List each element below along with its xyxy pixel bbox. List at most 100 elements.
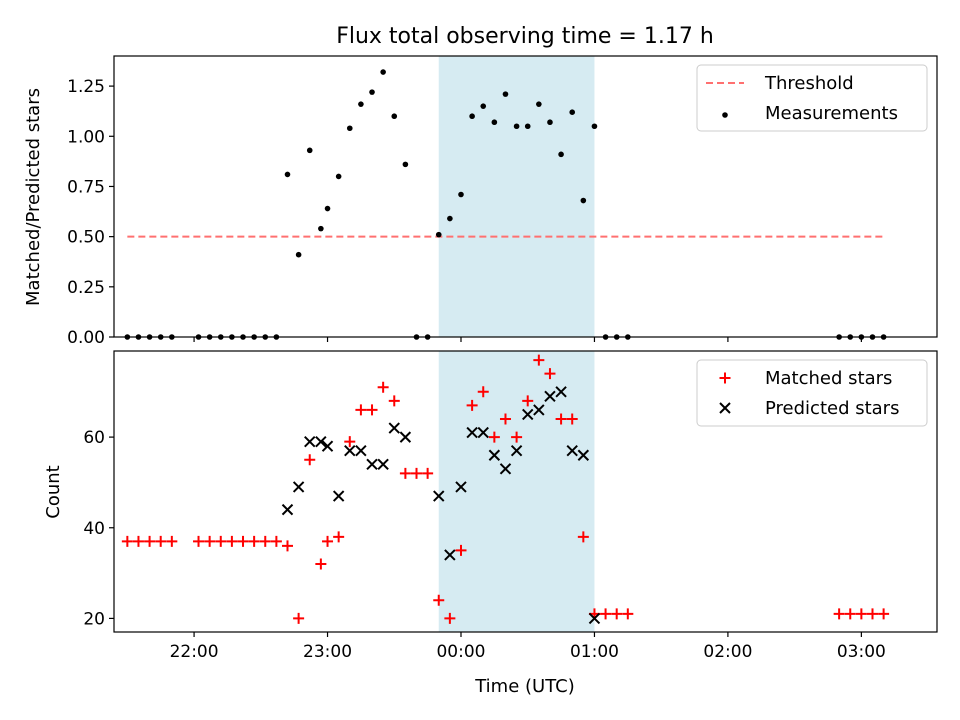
top-legend-box bbox=[696, 64, 928, 132]
top-measurements-point bbox=[580, 197, 587, 204]
bottom-matched-stars-point bbox=[533, 354, 545, 366]
top-legend-swatch bbox=[722, 112, 728, 118]
bottom-matched-stars-point bbox=[293, 612, 305, 624]
bottom-matched-stars-point bbox=[226, 535, 238, 547]
x-axis-label: Time (UTC) bbox=[474, 676, 575, 697]
top-measurements-point bbox=[480, 103, 487, 109]
bottom-matched-stars-point bbox=[355, 404, 367, 416]
bottom-matched-stars-point bbox=[155, 535, 167, 547]
top-measurements-point bbox=[380, 69, 386, 75]
bottom-matched-stars-point bbox=[237, 535, 249, 547]
bottom-predicted-stars-point bbox=[522, 408, 534, 421]
top-y-tick-label: 0.25 bbox=[67, 278, 105, 298]
bottom-matched-stars-point bbox=[193, 535, 205, 547]
bottom-matched-stars-point bbox=[477, 386, 489, 398]
bottom-matched-stars-point bbox=[544, 368, 556, 380]
bottom-matched-stars-point bbox=[166, 535, 178, 547]
top-axes-frame bbox=[113, 55, 938, 338]
bottom-matched-stars-point bbox=[622, 608, 634, 620]
bottom-matched-stars-point bbox=[132, 535, 144, 547]
top-measurements-point bbox=[358, 101, 364, 107]
bottom-matched-stars-point bbox=[259, 535, 271, 547]
top-measurements-point bbox=[458, 191, 464, 198]
top-y-axis-label: Matched/Predicted stars bbox=[23, 88, 44, 306]
top-measurements-point bbox=[391, 113, 398, 120]
top-measurements-point bbox=[558, 151, 564, 158]
top-measurements-point bbox=[569, 109, 576, 115]
top-measurements-point bbox=[513, 123, 520, 130]
bottom-predicted-stars-point bbox=[488, 449, 501, 461]
bottom-matched-stars-point bbox=[466, 399, 478, 411]
bottom-matched-stars-point bbox=[399, 467, 411, 479]
bottom-predicted-stars-point bbox=[455, 481, 467, 493]
bottom-predicted-stars-point bbox=[304, 435, 316, 448]
x-tick-label: 03:00 bbox=[837, 642, 886, 662]
bottom-legend-box bbox=[696, 359, 928, 427]
bottom-legend-label: Matched stars bbox=[765, 368, 892, 389]
bottom-predicted-stars-point bbox=[433, 490, 445, 502]
bottom-matched-stars-point bbox=[833, 608, 845, 620]
top-measurements-point bbox=[547, 119, 553, 126]
bottom-y-tick-label: 60 bbox=[83, 428, 105, 448]
bottom-matched-stars-point bbox=[333, 531, 345, 543]
bottom-matched-stars-point bbox=[555, 413, 567, 425]
bottom-matched-stars-point bbox=[577, 531, 589, 543]
bottom-matched-stars-point bbox=[878, 608, 890, 620]
bottom-matched-stars-point bbox=[455, 544, 467, 556]
bottom-predicted-stars-point bbox=[466, 426, 478, 439]
top-y-tick-label: 1.00 bbox=[67, 127, 105, 147]
top-measurements-point bbox=[306, 147, 313, 154]
bottom-matched-stars-point bbox=[344, 436, 356, 448]
bottom-predicted-stars-point bbox=[332, 490, 345, 502]
bottom-matched-stars-point bbox=[248, 535, 260, 547]
x-tick-label: 23:00 bbox=[303, 642, 352, 662]
top-y-tick-label: 0.75 bbox=[67, 177, 105, 197]
bottom-predicted-stars-point bbox=[344, 445, 356, 457]
top-measurements-point bbox=[335, 173, 342, 180]
bottom-predicted-stars-point bbox=[377, 458, 389, 471]
bottom-predicted-stars-point bbox=[321, 440, 334, 452]
bottom-predicted-stars-point bbox=[510, 445, 523, 457]
top-measurements-point bbox=[536, 101, 542, 107]
bottom-matched-stars-point bbox=[366, 404, 378, 416]
bottom-matched-stars-point bbox=[377, 381, 389, 393]
bottom-predicted-stars-point bbox=[499, 463, 512, 475]
top-measurements-point bbox=[346, 125, 353, 132]
bottom-matched-stars-point bbox=[566, 413, 578, 425]
bottom-matched-stars-point bbox=[522, 395, 534, 407]
top-measurements-point bbox=[591, 123, 598, 130]
bottom-legend-swatch bbox=[719, 402, 731, 414]
bottom-predicted-stars-point bbox=[577, 449, 590, 461]
bottom-matched-stars-point bbox=[433, 594, 445, 606]
top-plot: 0.00 0.25 0.50 0.75 1.00 1.25 Threshold Measure… bbox=[67, 55, 938, 348]
top-measurements-point bbox=[491, 119, 498, 126]
top-legend-label: Threshold bbox=[764, 73, 854, 94]
bottom-predicted-stars-point bbox=[281, 503, 294, 516]
bottom-predicted-stars-point bbox=[388, 422, 400, 434]
bottom-y-tick-label: 20 bbox=[83, 609, 105, 629]
bottom-shaded-region bbox=[438, 351, 595, 632]
bottom-matched-stars-point bbox=[121, 535, 133, 547]
bottom-predicted-stars-point bbox=[444, 549, 456, 561]
top-measurements-point bbox=[447, 215, 453, 222]
bottom-matched-stars-point bbox=[304, 454, 316, 466]
bottom-matched-stars-point bbox=[411, 467, 423, 479]
top-measurements-point bbox=[402, 161, 409, 168]
bottom-matched-stars-point bbox=[270, 535, 282, 547]
bottom-predicted-stars-point bbox=[477, 426, 489, 439]
top-measurements-point bbox=[318, 225, 324, 232]
bottom-matched-stars-point bbox=[315, 558, 327, 570]
bottom-matched-stars-point bbox=[444, 612, 456, 624]
x-tick-label: 00:00 bbox=[436, 642, 485, 662]
top-measurements-point bbox=[295, 251, 302, 258]
bottom-predicted-stars-point bbox=[533, 404, 545, 416]
bottom-plot: 20 40 60 22:00 23:00 00:00 01:00 02:00 03:00 Matc… bbox=[83, 350, 938, 662]
top-measurements-point bbox=[324, 205, 331, 212]
x-tick-label: 22:00 bbox=[170, 642, 219, 662]
top-y-tick-label: 0.00 bbox=[67, 328, 105, 348]
bottom-matched-stars-point bbox=[144, 535, 156, 547]
top-y-tick-label: 1.25 bbox=[67, 77, 105, 97]
bottom-y-axis-label: Count bbox=[43, 465, 64, 518]
bottom-predicted-stars-point bbox=[292, 481, 305, 493]
